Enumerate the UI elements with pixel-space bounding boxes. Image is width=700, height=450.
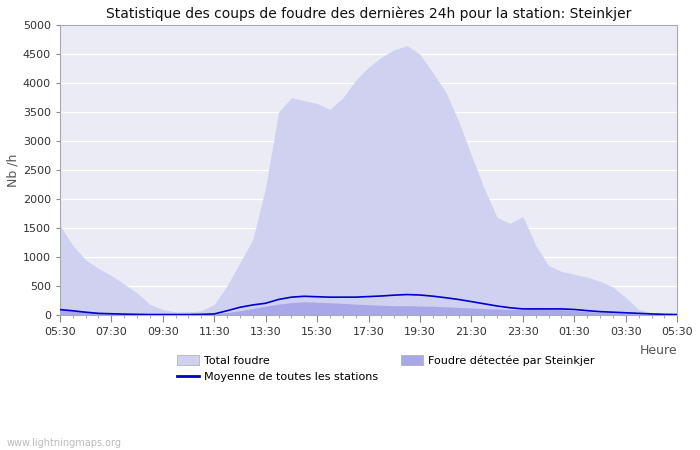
Text: Heure: Heure (640, 344, 677, 357)
Title: Statistique des coups de foudre des dernières 24h pour la station: Steinkjer: Statistique des coups de foudre des dern… (106, 7, 631, 22)
Legend: Total foudre, Moyenne de toutes les stations, Foudre détectée par Steinkjer: Total foudre, Moyenne de toutes les stat… (176, 355, 595, 382)
Text: www.lightningmaps.org: www.lightningmaps.org (7, 438, 122, 448)
Y-axis label: Nb /h: Nb /h (7, 153, 20, 187)
